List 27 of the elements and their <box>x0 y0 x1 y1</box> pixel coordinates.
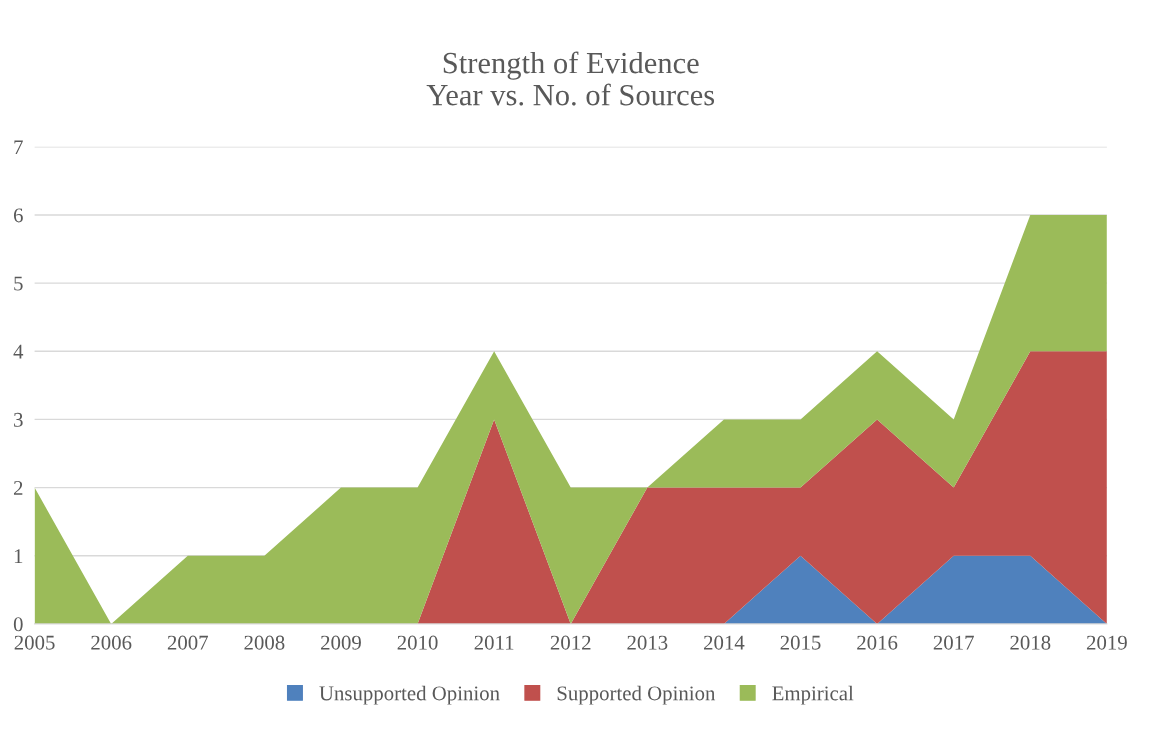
y-tick-label: 1 <box>14 549 23 563</box>
y-tick-label: 6 <box>13 208 23 223</box>
y-tick-label: 7 <box>14 140 23 155</box>
y-tick-label: 2 <box>13 481 23 495</box>
x-tick-label: 2019 <box>1086 635 1127 650</box>
chart-title: Strength of Evidence Year vs. No. of Sources <box>426 51 715 106</box>
x-tick-label: 2018 <box>1010 635 1051 650</box>
y-tick-label: 0 <box>13 617 23 632</box>
y-tick-label: 4 <box>13 344 24 359</box>
legend-label: Empirical <box>772 685 854 705</box>
x-tick-label: 2009 <box>321 635 361 650</box>
y-tick-label: 5 <box>14 276 23 291</box>
x-tick-label: 2013 <box>627 635 668 650</box>
x-tick-label: 2007 <box>167 635 209 650</box>
x-tick-label: 2015 <box>780 635 821 650</box>
y-tick-label: 3 <box>14 412 23 427</box>
legend-label: Supported Opinion <box>557 685 716 705</box>
x-tick-label: 2014 <box>704 635 745 650</box>
x-tick-label: 2012 <box>550 635 591 650</box>
x-tick-label: 2011 <box>474 635 514 650</box>
x-tick-label: 2005 <box>14 635 55 650</box>
x-tick-label: 2010 <box>397 635 438 650</box>
x-tick-label: 2006 <box>91 635 132 650</box>
x-tick-label: 2008 <box>244 635 285 650</box>
legend-label: Unsupported Opinion <box>319 685 500 705</box>
x-tick-label: 2017 <box>933 635 974 650</box>
x-tick-label: 2016 <box>857 635 898 650</box>
